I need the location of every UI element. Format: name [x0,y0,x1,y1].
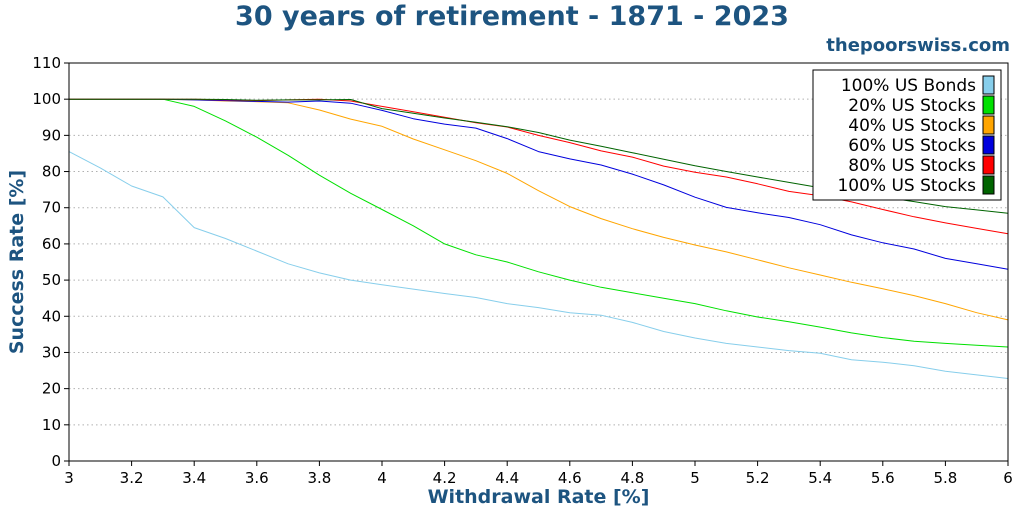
legend-swatch [982,75,995,95]
x-tick-label: 3.4 [182,469,206,487]
y-tick-label: 100 [32,90,61,108]
x-tick-label: 5 [690,469,700,487]
y-tick-label: 90 [42,126,61,144]
y-tick-label: 50 [42,271,61,289]
grid-lines [69,98,1008,426]
y-tick-label: 10 [42,416,61,434]
x-axis-label: Withdrawal Rate [%] [428,486,650,508]
x-tick-label: 4.8 [620,469,644,487]
legend-box [812,69,1002,201]
legend-label: 60% US Stocks [848,136,976,156]
legend-swatch [982,115,995,135]
x-tick-label: 5.6 [871,469,895,487]
legend-label: 100% US Bonds [841,76,976,96]
x-tick-label: 4.6 [558,469,582,487]
x-tick-label: 3.2 [120,469,144,487]
legend-label: 20% US Stocks [848,96,976,116]
x-tick-label: 3.8 [307,469,331,487]
axis-ticks: 0 10 20 30 40 50 60 70 80 90 100 110 3 3.2 3.4 3.6 3.8 4 4… [32,54,1012,487]
x-tick-label: 5.8 [933,469,957,487]
y-tick-label: 80 [42,163,61,181]
y-tick-label: 60 [42,235,61,253]
legend-swatch [982,135,995,155]
x-tick-label: 6 [1003,469,1013,487]
legend-label: 40% US Stocks [848,116,976,136]
y-tick-label: 70 [42,199,61,217]
chart-title: 30 years of retirement - 1871 - 2023 [235,1,789,32]
x-tick-label: 3 [64,469,74,487]
x-tick-label: 4.4 [495,469,519,487]
y-tick-label: 110 [32,54,61,72]
x-tick-label: 4.2 [433,469,457,487]
series-line-4 [69,98,1009,270]
y-tick-label: 30 [42,343,61,361]
series-line-2 [69,98,1009,348]
y-tick-label: 20 [42,380,61,398]
y-tick-label: 0 [51,452,61,470]
series-line-1 [68,151,1009,379]
y-axis-label: Success Rate [%] [6,170,28,354]
site-credit: thepoorswiss.com [826,35,1010,56]
legend-swatch [982,175,995,195]
legend-swatch [982,95,995,115]
x-tick-label: 5.4 [808,469,832,487]
plot-frame [68,62,1009,462]
legend-label: 100% US Stocks [837,176,976,196]
y-tick-label: 40 [42,307,61,325]
x-tick-label: 5.2 [746,469,770,487]
legend-swatch [982,155,995,175]
x-tick-label: 4 [377,469,387,487]
legend-label: 80% US Stocks [848,156,976,176]
x-tick-label: 3.6 [245,469,269,487]
